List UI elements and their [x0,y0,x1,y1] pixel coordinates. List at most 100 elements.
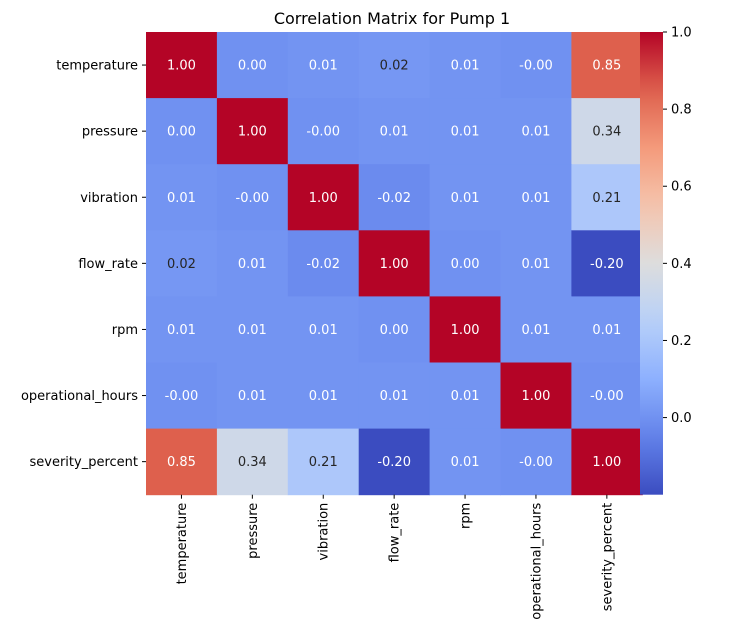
heatmap-cell [571,296,643,363]
heatmap-cell [287,98,360,165]
heatmap-cell [358,230,431,297]
x-tick-label: temperature [175,503,190,585]
heatmap-cell [358,98,431,165]
colorbar-tick-label: 0.8 [671,103,692,118]
cell-value-label: 0.01 [309,59,338,74]
heatmap-cell [287,428,360,496]
cell-value-label: 1.00 [309,191,338,206]
cell-value-label: -0.00 [519,59,553,74]
cell-value-label: -0.02 [377,191,411,206]
heatmap-cell [500,296,572,363]
cell-value-label: 0.01 [309,323,338,338]
cell-value-label: 0.01 [380,125,409,140]
heatmap-cell [287,230,360,297]
heatmap-cell [358,32,431,99]
cell-value-label: 1.00 [521,389,550,404]
heatmap-cell [500,428,572,496]
cell-value-label: -0.00 [236,191,270,206]
heatmap-cell [500,98,572,165]
x-tick-label: vibration [317,503,332,561]
heatmap-cell [146,296,218,363]
heatmap-cell [146,98,218,165]
cell-value-label: 0.21 [309,455,338,470]
cell-value-label: 0.01 [238,323,267,338]
heatmap-cell [216,296,289,363]
x-tick-label: severity_percent [600,503,615,612]
cell-value-label: -0.20 [377,455,411,470]
heatmap-cell [216,164,289,231]
cell-value-label: 0.85 [592,59,621,74]
heatmap-cell [358,362,431,430]
cell-value-label: 0.00 [380,323,409,338]
y-tick-label: vibration [80,191,138,206]
cell-value-label: -0.00 [306,125,340,140]
heatmap-cell [146,230,218,297]
cell-value-label: 1.00 [380,257,409,272]
heatmap-cell [216,428,289,496]
x-tick-label: rpm [459,503,474,529]
cell-value-label: 0.01 [592,323,621,338]
cell-value-label: 0.01 [309,389,338,404]
cell-value-label: 0.02 [167,257,196,272]
heatmap-cell [500,230,572,297]
cell-value-label: -0.00 [519,455,553,470]
x-tick-label: operational_hours [529,502,544,619]
heatmap-cell [571,164,643,231]
cell-value-label: 0.21 [592,191,621,206]
heatmap-cell [429,428,501,496]
cell-value-label: 1.00 [238,125,267,140]
cell-value-label: 0.02 [380,59,409,74]
cell-value-label: 0.01 [167,191,196,206]
heatmap-cell [571,98,643,165]
cell-value-label: -0.20 [590,257,624,272]
heatmap-cell [146,164,218,231]
heatmap-cell [429,32,501,99]
heatmap-cell [500,362,572,430]
heatmap-cell [216,32,289,99]
heatmap-cell [429,230,501,297]
heatmap-cell [287,296,360,363]
heatmap-cells: 1.00 0.00 0.01 0.02 0.01 -0.00 0.85 0.00 1.00 -0.… [146,32,643,496]
cell-value-label: -0.00 [590,389,624,404]
colorbar: 0.0 0.2 0.4 0.6 0.8 1.0 [640,26,692,495]
cell-value-label: -0.00 [165,389,199,404]
cell-value-label: 0.00 [238,59,267,74]
heatmap-cell [429,296,501,363]
cell-value-label: 0.01 [521,125,550,140]
cell-value-label: 0.01 [380,389,409,404]
cell-value-label: 0.01 [521,191,550,206]
heatmap-cell [216,98,289,165]
heatmap-cell [146,428,218,496]
cell-value-label: 0.01 [238,257,267,272]
cell-value-label: 1.00 [167,59,196,74]
heatmap-cell [287,362,360,430]
cell-value-label: 0.01 [451,125,480,140]
heatmap-cell [216,362,289,430]
y-tick-label: pressure [82,125,138,140]
colorbar-tick-label: 1.0 [671,26,692,41]
colorbar-tick-label: 0.2 [671,334,692,349]
heatmap-cell [571,362,643,430]
heatmap-cell [429,362,501,430]
heatmap-cell [571,428,643,496]
cell-value-label: 0.01 [451,59,480,74]
cell-value-label: 0.01 [521,323,550,338]
cell-value-label: 0.34 [238,455,267,470]
colorbar-tick-label: 0.0 [671,411,692,426]
heatmap-cell [287,164,360,231]
heatmap-cell [500,164,572,231]
x-tick-labels: temperature pressure vibration flow_rate rpm… [175,494,615,620]
heatmap-cell [500,32,572,99]
heatmap-cell [571,32,643,99]
heatmap-cell [287,32,360,99]
cell-value-label: 0.34 [592,125,621,140]
y-tick-label: flow_rate [78,257,138,272]
heatmap-cell [429,98,501,165]
cell-value-label: 0.01 [451,389,480,404]
y-tick-labels: temperature pressure vibration flow_raterpm… [21,59,146,470]
heatmap-cell [216,230,289,297]
y-tick-label: severity_percent [29,455,138,470]
chart-title: Correlation Matrix for Pump 1 [274,9,510,28]
cell-value-label: 0.01 [451,455,480,470]
cell-value-label: 0.01 [451,191,480,206]
